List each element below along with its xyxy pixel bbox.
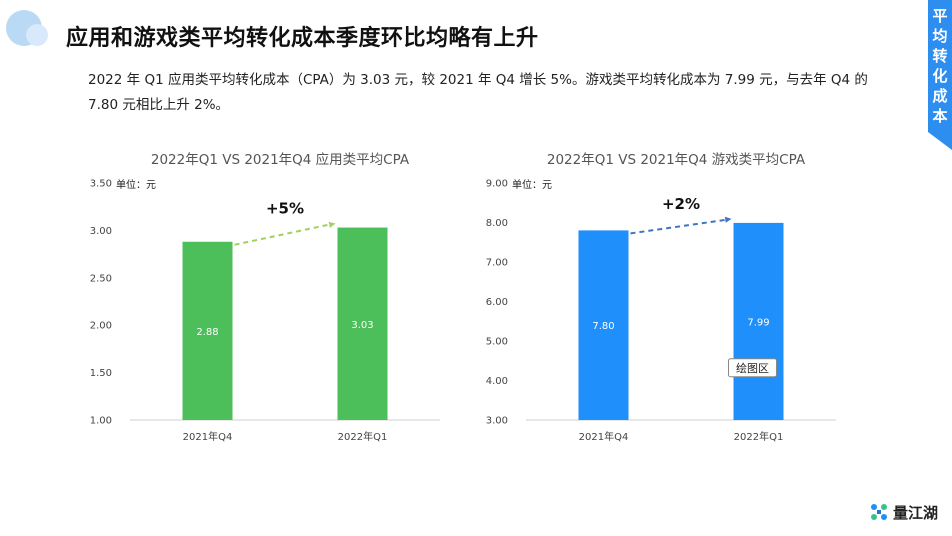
x-tick-label: 2022年Q1 [734,430,784,443]
decorative-circle [26,24,48,46]
bar [337,227,388,420]
x-tick-label: 2021年Q4 [183,430,233,443]
data-label: 3.03 [351,320,373,331]
y-tick-label: 3.00 [90,226,112,237]
y-tick-label: 5.00 [486,337,508,348]
description-text: 2022 年 Q1 应用类平均转化成本（CPA）为 3.03 元，较 2021 … [88,72,868,113]
chart-title: 2022年Q1 VS 2021年Q4 应用类平均CPA [151,151,410,168]
trend-arrow-head [724,216,732,223]
app-cpa-chart-svg: 2022年Q1 VS 2021年Q4 应用类平均CPA 单位：元 1.00 1.50 2… [90,151,440,443]
unit-label: 单位：元 [512,178,552,191]
y-tick-label: 6.00 [486,297,508,308]
y-tick-label: 2.50 [90,273,112,284]
tooltip-text: 绘图区 [736,361,769,375]
side-tab: 平均转化成本 [928,0,952,150]
trend-arrow-head [328,221,336,228]
y-tick-label: 3.00 [486,416,508,427]
game-cpa-chart: 2022年Q1 VS 2021年Q4 游戏类平均CPA 单位：元 3.00 4.00 5… [476,148,856,448]
y-tick-label: 7.00 [486,258,508,269]
bar [733,222,784,420]
x-tick-label: 2021年Q4 [579,430,629,443]
data-label: 7.80 [592,321,614,332]
brand-logo: 量江湖 [869,500,938,524]
bar [578,230,629,420]
unit-label: 单位：元 [116,178,156,191]
data-label: 7.99 [747,317,769,328]
data-label: 2.88 [196,327,218,338]
chart-title: 2022年Q1 VS 2021年Q4 游戏类平均CPA [547,152,806,168]
trend-arrow-line [234,223,330,246]
y-tick-label: 4.00 [486,376,508,387]
change-label: +5% [266,200,304,218]
y-tick-label: 8.00 [486,218,508,229]
y-tick-label: 9.00 [486,179,508,190]
change-label: +2% [662,195,700,213]
brand-name: 量江湖 [892,503,938,522]
brand-logo-icon [870,504,887,520]
y-tick-label: 1.00 [90,416,112,427]
x-tick-label: 2022年Q1 [338,430,388,443]
bar [182,241,233,420]
y-tick-label: 1.50 [90,368,112,379]
y-tick-label: 2.00 [90,321,112,332]
tooltip-box [728,358,777,378]
game-cpa-chart-svg: 2022年Q1 VS 2021年Q4 游戏类平均CPA 单位：元 3.00 4.00 5… [486,152,836,443]
app-cpa-chart: 2022年Q1 VS 2021年Q4 应用类平均CPA 单位：元 1.00 1.50 2… [80,148,460,448]
trend-arrow-line [630,218,726,235]
page-title: 应用和游戏类平均转化成本季度环比均略有上升 [66,26,539,51]
y-tick-label: 3.50 [90,179,112,190]
side-tab-label: 平均转化成本 [932,7,948,125]
